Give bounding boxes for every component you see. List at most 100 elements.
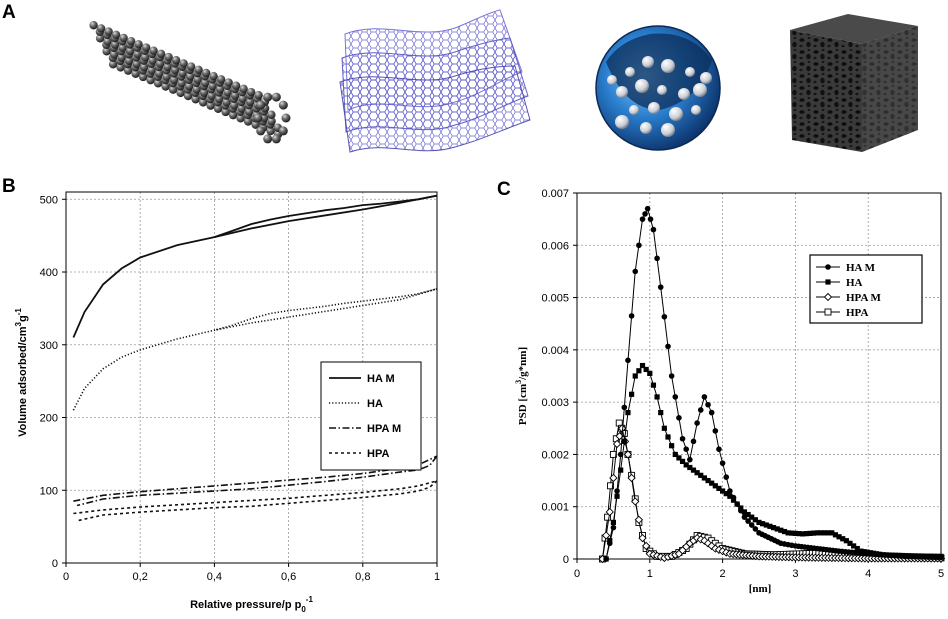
series-ha-m-point [621,404,628,411]
carbon-nanotube-illustration [89,21,291,144]
series-ha-m-point [657,284,664,290]
x-tick-label: 1 [647,568,653,580]
nanotube-atom [95,34,105,43]
psd-chart: 0 1 2 3 4 5 0 0.001 0.002 0.003 0.004 0.005 0.006 0.0… [514,188,946,595]
series-ha-m-point [632,268,639,275]
y-tick-label: 300 [40,340,58,352]
series-ha-m-point [644,205,651,212]
nanotube-atom [222,97,231,107]
sphere-particle [669,107,683,121]
nanotube-atom [111,30,121,39]
series-ha-point [727,493,733,499]
series-ha-point [832,532,839,538]
nanotube-atom [89,21,98,30]
nanotube-atom [132,59,141,69]
series-ha-point [716,485,722,492]
series-ha-point [720,488,726,494]
series-ha-m-point [708,409,715,416]
legend-box [320,361,422,471]
nanotube-atom [123,66,133,75]
x-axis-title: [nm] [749,583,772,595]
y-tick-label: 0 [563,554,569,566]
nanotube-atom [141,43,151,52]
plot-frame [65,191,438,564]
nanotube-atom [199,88,209,97]
nanotube-atom [215,84,225,94]
series-ha-m-point [668,373,675,379]
series-ha-point [701,475,707,481]
series-ha [603,362,944,562]
nanotube-atom [109,50,119,59]
y-tick-label: 0.007 [541,188,569,200]
nanotube-atom [245,97,255,107]
legend-entry: HA M [846,262,876,274]
series-ha-point [636,368,642,374]
nanotube-atom [169,75,179,85]
nanotube-atom [103,37,112,46]
series-ha-point [803,531,809,537]
series-ha-point [770,525,777,531]
nanotube-atom [193,75,202,84]
sphere-particle [640,122,652,134]
series-ha-m-point [672,394,679,400]
nanotube-atom [266,126,275,136]
nanotube-atom [110,40,120,49]
nanotube-atom [117,53,126,62]
porous-sphere-illustration [595,25,721,151]
nanotube-atom [176,88,185,98]
series-ha-point [618,467,624,473]
series-ha-point [661,425,667,431]
x-tick-label: 0,4 [207,571,222,583]
nanotube-atom [133,49,142,59]
y-tick-label: 0 [52,558,58,570]
series-ha-m-point [617,451,624,458]
x-tick-label: 1 [434,571,440,583]
series-ha-point [851,543,857,549]
y-tick-label: 400 [40,267,58,279]
nanotube-atom [148,56,157,65]
nanotube-atom [154,69,164,78]
nanotube-atom [206,101,215,110]
nanotube-atom [238,94,247,103]
nanotube-atom [224,78,233,87]
nanotube-atom [244,107,254,116]
series-hpa-point [604,513,612,521]
nanotube-atom [183,91,193,101]
nanotube-atom [125,46,135,56]
legend-entry: HA M [367,373,395,385]
nanotube-atom [192,85,201,94]
nanotube-atom [162,72,171,81]
nanotube-atom [223,88,232,97]
nanotube-atom [184,82,194,91]
series-ha-m-point [661,313,668,320]
series-ha-point [658,410,664,416]
nanotube-atom [139,62,149,72]
series-ha-point [690,467,697,473]
series-hpa-m-point [609,473,618,483]
nanotube-atom [119,33,128,43]
panel-b-label: B [2,176,16,197]
nanotube-atom [239,84,248,94]
series-ha-m-desorption [214,194,438,238]
series-ha-m-point [745,518,751,524]
nanotube-atom [256,126,266,136]
nanotube-atom [134,40,143,49]
nanotube-atom [201,68,211,78]
y-tick-label: 0.006 [541,240,569,252]
series-ha-m-point [752,526,759,532]
legend-entry: HPA M [367,423,401,435]
series-ha-point [741,509,748,515]
series-ha-m-point [676,415,682,421]
series-ha-point [789,530,795,536]
series-ha-m-point [734,501,740,507]
series-ha-m-point [625,357,631,364]
sphere-particle [657,85,667,95]
series-ha-point [698,472,704,478]
series-ha-m-point [730,494,737,501]
nanotube-atom [171,56,181,65]
sphere-particle [625,67,635,77]
nanotube-atom [228,110,238,120]
series-ha-point [639,362,646,369]
plot-frame [576,192,942,560]
nanotube-atom [256,100,266,110]
